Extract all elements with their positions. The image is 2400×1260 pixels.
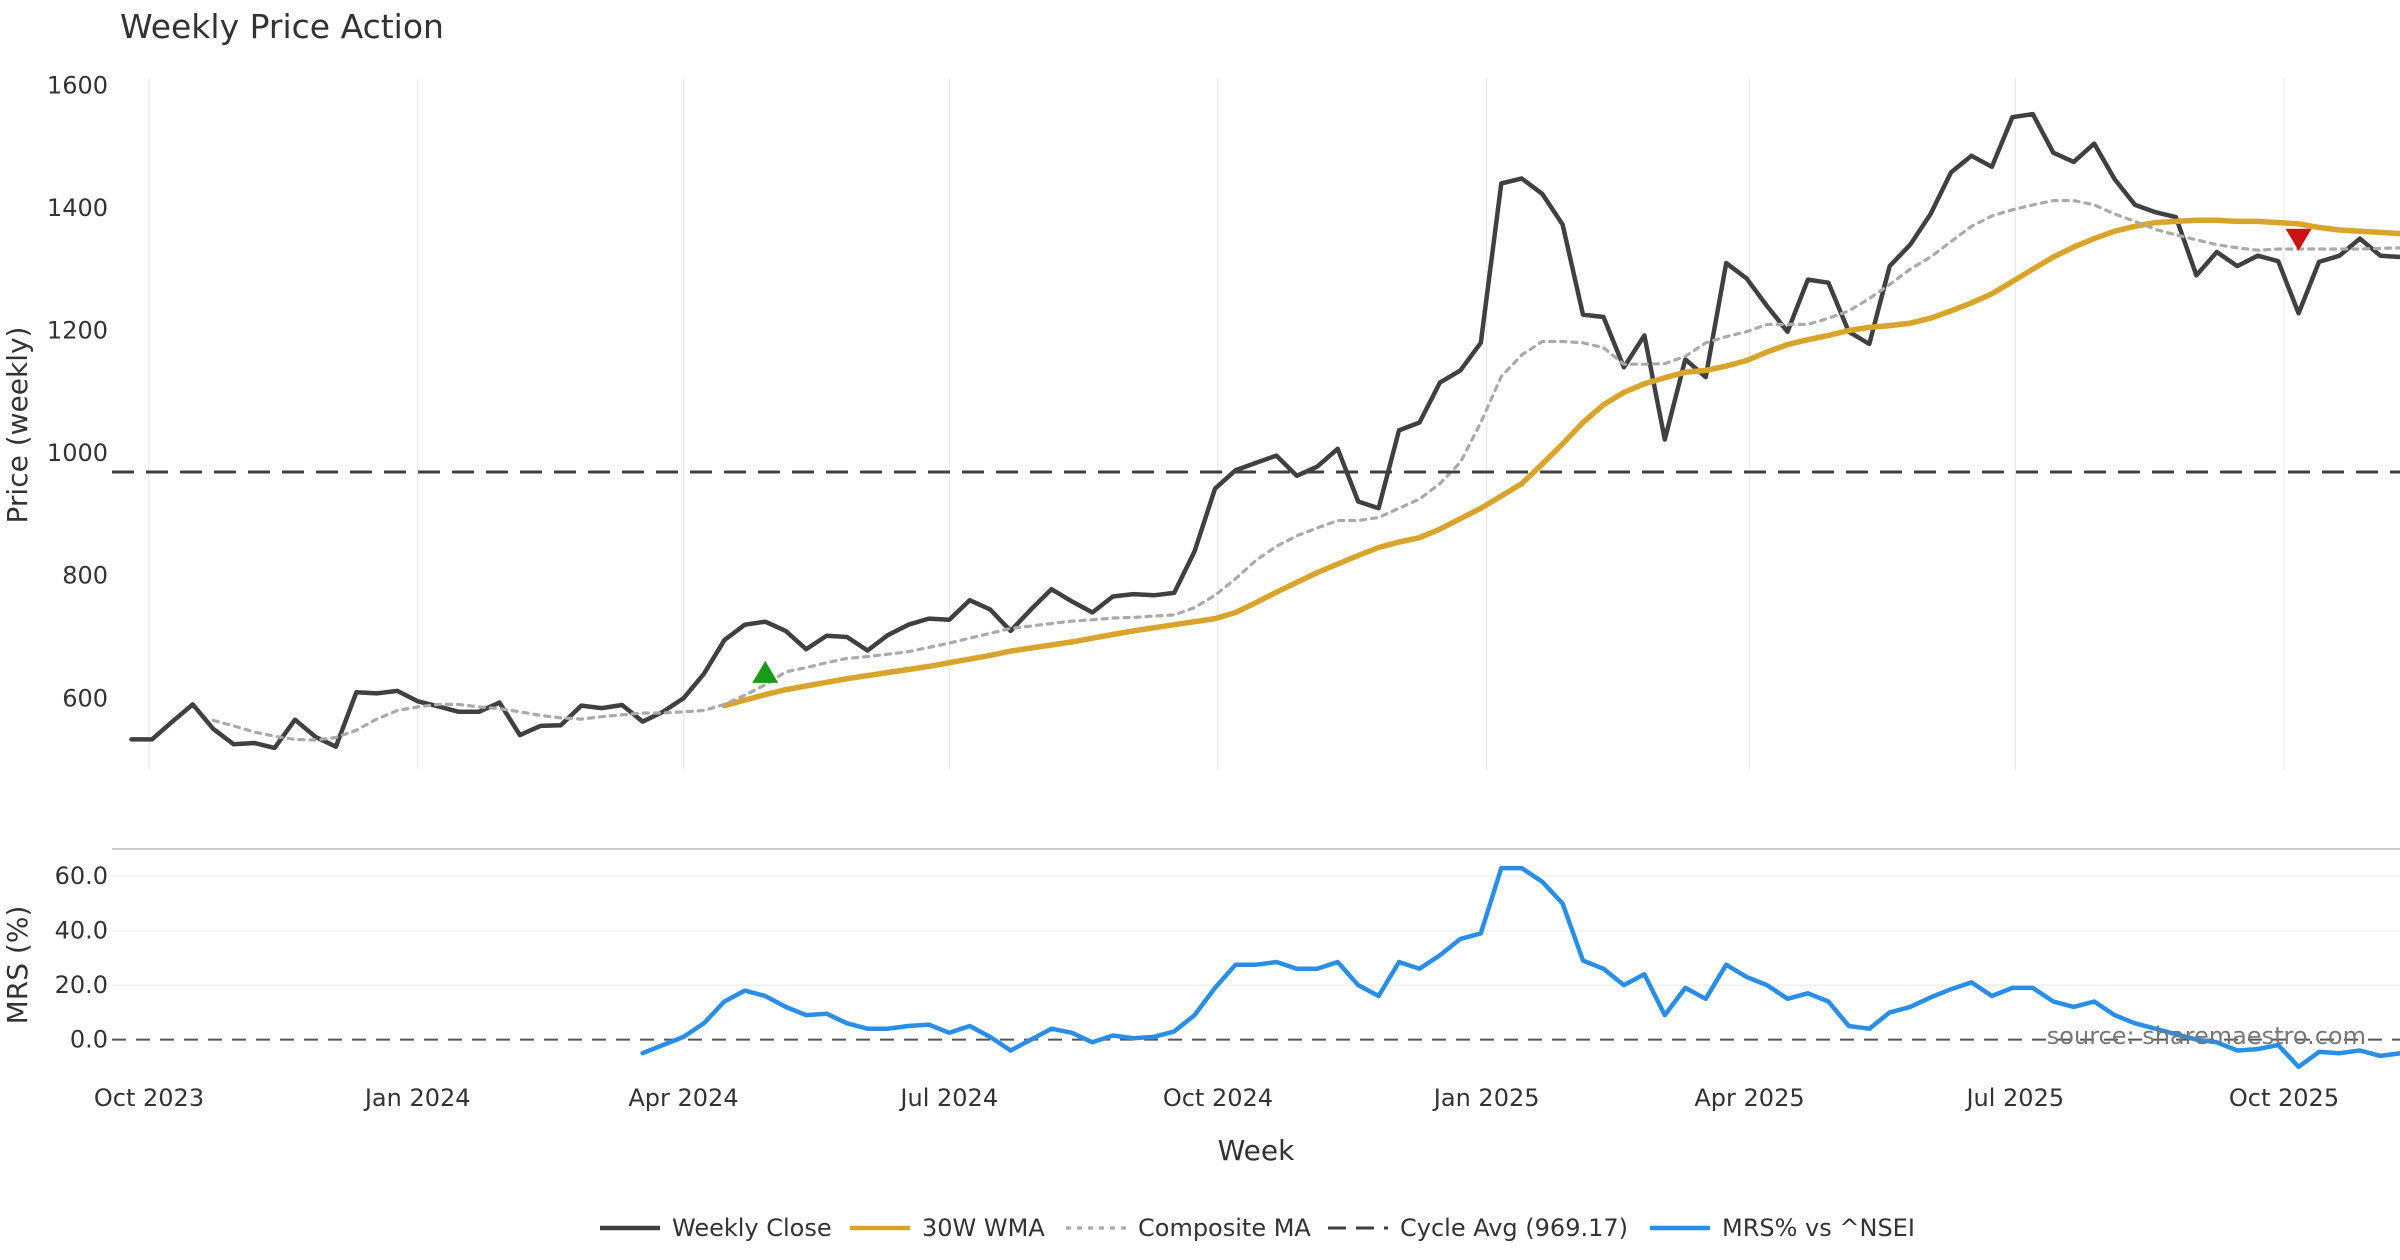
x-tick-label: Apr 2025: [1694, 1084, 1804, 1112]
x-axis-label: Week: [1218, 1134, 1295, 1167]
legend-label: 30W WMA: [922, 1214, 1045, 1242]
mrs-y-axis-label: MRS (%): [1, 906, 34, 1025]
source-note: source: sharemaestro.com: [2047, 1022, 2366, 1050]
mrs-y-tick-label: 0.0: [70, 1026, 108, 1054]
legend-label: Cycle Avg (969.17): [1400, 1214, 1628, 1242]
legend-item: MRS% vs ^NSEI: [1650, 1214, 1915, 1242]
x-tick-label: Jul 2025: [1964, 1084, 2064, 1112]
legend-label: Weekly Close: [672, 1214, 832, 1242]
x-tick-labels: Oct 2023 Jan 2024 Apr 2024 Jul 2024 Oct 2024…: [94, 1084, 2339, 1112]
legend-item: 30W WMA: [850, 1214, 1045, 1242]
x-tick-label: Jan 2024: [363, 1084, 471, 1112]
legend-item: Cycle Avg (969.17): [1328, 1214, 1628, 1242]
price-y-tick-label: 1400: [47, 194, 108, 222]
x-tick-label: Apr 2024: [628, 1084, 738, 1112]
chart-title: Weekly Price Action: [120, 7, 444, 46]
price-y-tick-label: 800: [62, 562, 108, 590]
price-y-tick-label: 1200: [47, 317, 108, 345]
price-series-lines: [112, 111, 2400, 751]
price-panel: 600 800 1000 1200 1400 1600 Price (weekly): [1, 71, 2400, 770]
mrs-y-tick-label: 40.0: [55, 917, 108, 945]
legend: Weekly Close 30W WMA Composite MA Cycle Avg…: [600, 1214, 1915, 1242]
mrs-gridlines: [112, 875, 2400, 1041]
mrs-line: [640, 865, 2400, 1070]
price-y-tick-label: 600: [62, 684, 108, 712]
sell-signal-marker: [2285, 228, 2312, 251]
mrs-y-tick-label: 20.0: [55, 971, 108, 999]
legend-item: Composite MA: [1066, 1214, 1311, 1242]
legend-label: MRS% vs ^NSEI: [1722, 1214, 1915, 1242]
buy-signal-marker: [752, 660, 779, 683]
mrs-y-tick-label: 60.0: [55, 862, 108, 890]
price-y-axis-label: Price (weekly): [1, 327, 34, 524]
price-markers: [752, 228, 2312, 683]
mrs-y-ticks: 0.0 20.0 40.0 60.0: [55, 862, 108, 1053]
wma-30w-line: [721, 217, 2400, 709]
x-tick-label: Jan 2025: [1432, 1084, 1540, 1112]
price-y-tick-label: 1000: [47, 439, 108, 467]
price-y-tick-label: 1600: [47, 71, 108, 99]
price-y-ticks: 600 800 1000 1200 1400 1600: [47, 71, 108, 712]
x-tick-label: Jul 2024: [898, 1084, 998, 1112]
x-tick-label: Oct 2024: [1163, 1084, 1273, 1112]
x-tick-label: Oct 2023: [94, 1084, 204, 1112]
legend-label: Composite MA: [1138, 1214, 1311, 1242]
composite-ma-line: [211, 199, 2400, 742]
mrs-series-lines: [640, 865, 2400, 1070]
mrs-panel: 0.0 20.0 40.0 60.0 MRS (%) source: sharemae…: [1, 848, 2400, 1070]
legend-item: Weekly Close: [600, 1214, 832, 1242]
x-tick-label: Oct 2025: [2229, 1084, 2339, 1112]
weekly-close-line: [129, 111, 2400, 751]
price-gridlines: [148, 78, 2285, 770]
